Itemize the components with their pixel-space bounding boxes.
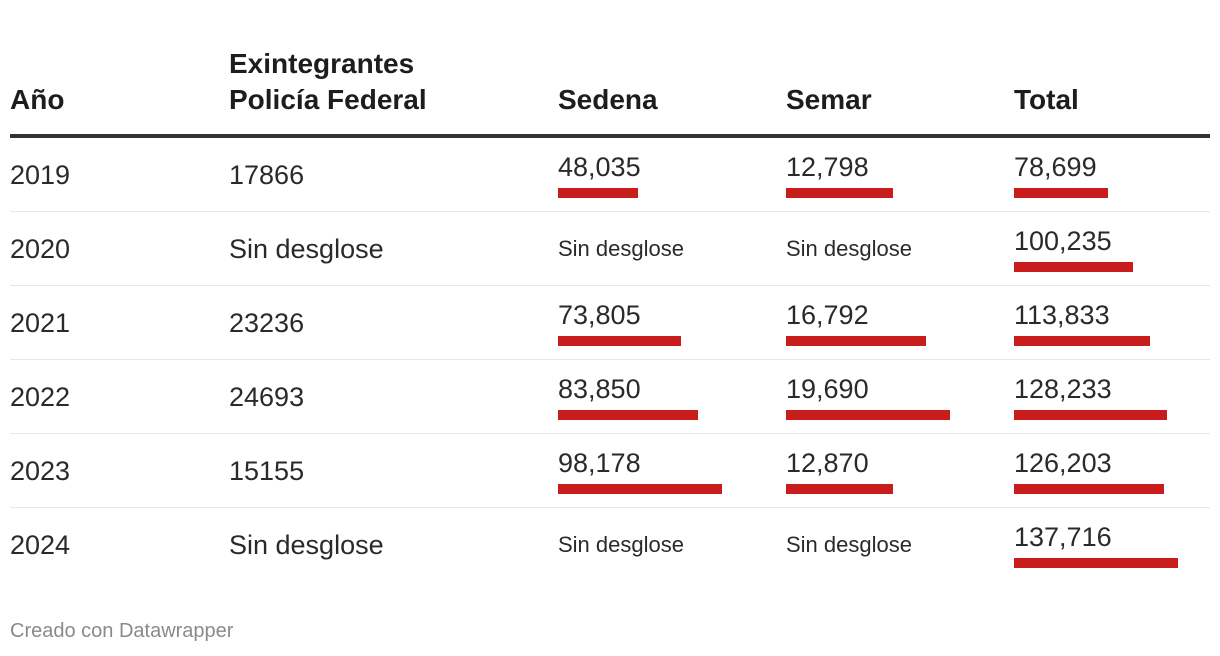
- sedena-value-label: 83,850: [558, 374, 641, 404]
- header-total: Total: [1014, 84, 1079, 115]
- data-table: Año Exintegrantes Policía Federal Sedena…: [10, 0, 1210, 581]
- cell-semar-no-data: Sin desglose: [786, 236, 912, 261]
- cell-year: 2024: [10, 530, 71, 560]
- semar-bar: [786, 336, 926, 346]
- semar-bar: [786, 410, 950, 420]
- cell-total: 113,833: [1014, 286, 1214, 359]
- table-row: 2023 15155 98,178 12,870 126,203: [10, 434, 1210, 508]
- table-row: 2020 Sin desglose Sin desglose Sin desglose…: [10, 212, 1210, 286]
- cell-policia-federal: 24693: [229, 382, 305, 412]
- total-value-label: 128,233: [1014, 374, 1112, 404]
- table-row: 2021 23236 73,805 16,792 113,833: [10, 286, 1210, 360]
- total-bar: [1014, 336, 1150, 346]
- total-value-label: 137,716: [1014, 522, 1112, 552]
- header-policia-federal-line2: Policía Federal: [229, 84, 427, 115]
- table-header: Año Exintegrantes Policía Federal Sedena…: [10, 0, 1210, 138]
- cell-year: 2021: [10, 308, 71, 338]
- total-bar: [1014, 188, 1108, 198]
- semar-value-label: 16,792: [786, 300, 869, 330]
- table-row: 2024 Sin desglose Sin desglose Sin desglose…: [10, 508, 1210, 581]
- sedena-value-label: 48,035: [558, 152, 641, 182]
- total-bar: [1014, 262, 1133, 272]
- cell-year: 2023: [10, 456, 71, 486]
- cell-semar: 16,792: [786, 286, 986, 359]
- header-policia-federal-line1: Exintegrantes: [229, 48, 415, 79]
- cell-year: 2022: [10, 382, 71, 412]
- cell-total: 137,716: [1014, 508, 1214, 581]
- semar-bar: [786, 484, 893, 494]
- cell-year: 2019: [10, 160, 71, 190]
- sedena-bar: [558, 484, 722, 494]
- cell-year: 2020: [10, 234, 71, 264]
- cell-policia-federal: 23236: [229, 308, 305, 338]
- sedena-bar: [558, 410, 698, 420]
- cell-semar: 19,690: [786, 360, 986, 433]
- total-value-label: 100,235: [1014, 226, 1112, 256]
- table-body: 2019 17866 48,035 12,798 78,699 2020 Sin desgl…: [10, 138, 1210, 581]
- header-policia-federal: Exintegrantes Policía Federal: [229, 46, 489, 118]
- cell-policia-federal: Sin desglose: [229, 530, 384, 560]
- sedena-bar: [558, 188, 638, 198]
- table-row: 2019 17866 48,035 12,798 78,699: [10, 138, 1210, 212]
- total-value-label: 78,699: [1014, 152, 1097, 182]
- total-value-label: 113,833: [1014, 300, 1110, 330]
- semar-bar: [786, 188, 893, 198]
- datawrapper-credit: Creado con Datawrapper: [10, 620, 234, 642]
- cell-sedena-no-data: Sin desglose: [558, 532, 684, 557]
- semar-value-label: 19,690: [786, 374, 869, 404]
- sedena-value-label: 98,178: [558, 448, 641, 478]
- cell-sedena: 83,850: [558, 360, 758, 433]
- cell-policia-federal: 17866: [229, 160, 305, 190]
- cell-semar-no-data: Sin desglose: [786, 532, 912, 557]
- cell-sedena: 48,035: [558, 138, 758, 211]
- cell-total: 128,233: [1014, 360, 1214, 433]
- header-sedena: Sedena: [558, 84, 658, 115]
- cell-policia-federal: Sin desglose: [229, 234, 384, 264]
- cell-policia-federal: 15155: [229, 456, 305, 486]
- cell-semar: 12,870: [786, 434, 986, 507]
- cell-total: 100,235: [1014, 212, 1214, 285]
- cell-sedena-no-data: Sin desglose: [558, 236, 684, 261]
- cell-total: 126,203: [1014, 434, 1214, 507]
- sedena-bar: [558, 336, 681, 346]
- semar-value-label: 12,870: [786, 448, 869, 478]
- cell-semar: 12,798: [786, 138, 986, 211]
- total-value-label: 126,203: [1014, 448, 1112, 478]
- total-bar: [1014, 410, 1167, 420]
- sedena-value-label: 73,805: [558, 300, 641, 330]
- total-bar: [1014, 484, 1164, 494]
- semar-value-label: 12,798: [786, 152, 869, 182]
- total-bar: [1014, 558, 1178, 568]
- header-semar: Semar: [786, 84, 872, 115]
- cell-sedena: 98,178: [558, 434, 758, 507]
- header-anio: Año: [10, 84, 65, 115]
- cell-total: 78,699: [1014, 138, 1214, 211]
- table-row: 2022 24693 83,850 19,690 128,233: [10, 360, 1210, 434]
- cell-sedena: 73,805: [558, 286, 758, 359]
